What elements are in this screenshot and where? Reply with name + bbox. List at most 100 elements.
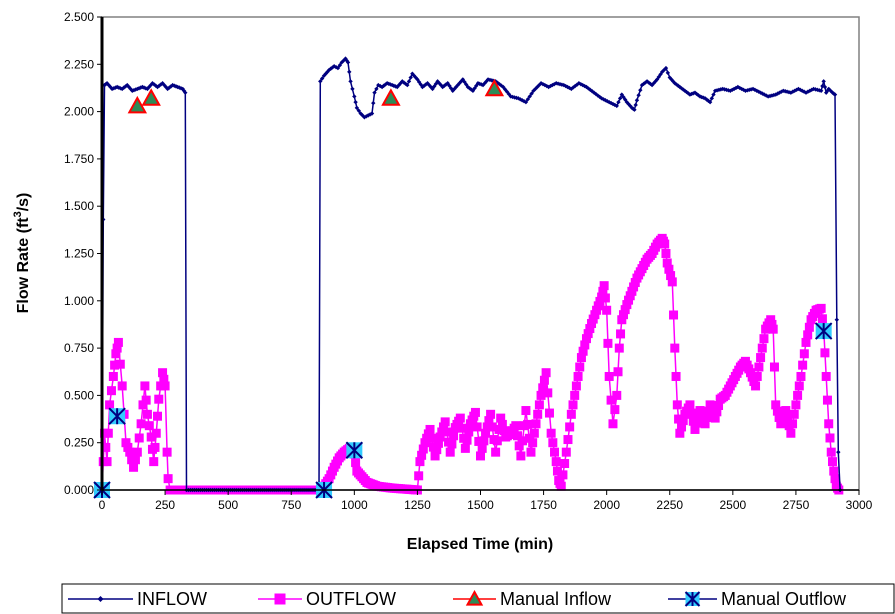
outflow-point — [801, 337, 811, 347]
outflow-point — [496, 413, 506, 423]
inflow-point — [634, 98, 640, 103]
inflow-point — [697, 94, 703, 99]
y-tick-label: 2.500 — [64, 10, 94, 24]
inflow-point — [319, 76, 325, 81]
outflow-point — [432, 445, 442, 455]
inflow-point — [836, 449, 841, 455]
inflow-point — [632, 107, 637, 112]
outflow-point — [438, 422, 448, 432]
outflow-point — [796, 371, 806, 381]
outflow-point — [675, 428, 685, 438]
inflow-point — [542, 82, 548, 88]
inflow-point — [694, 91, 699, 97]
inflow-point — [722, 87, 727, 92]
inflow-point — [501, 84, 506, 90]
inflow-point — [638, 87, 643, 93]
inflow-point — [775, 91, 780, 96]
inflow-point — [335, 65, 341, 71]
inflow-point — [156, 83, 162, 88]
inflow-point — [362, 115, 367, 120]
outflow-point — [565, 422, 575, 432]
inflow-point — [686, 91, 691, 96]
outflow-point — [142, 409, 152, 419]
outflow-point — [105, 400, 115, 410]
outflow-point — [476, 451, 485, 461]
inflow-point — [347, 69, 352, 75]
inflow-point — [367, 112, 373, 117]
outflow-point — [516, 451, 526, 461]
manual-inflow-point — [381, 88, 401, 106]
inflow-point — [612, 102, 618, 108]
outflow-point — [804, 322, 814, 332]
inflow-point — [160, 81, 165, 86]
outflow-point — [433, 438, 443, 448]
outflow-point — [662, 258, 672, 268]
inflow-point — [589, 89, 595, 94]
outflow-point — [159, 374, 169, 384]
inflow-point — [826, 86, 831, 92]
outflow-point — [445, 447, 455, 457]
inflow-point — [416, 79, 422, 85]
y-tick-label: 0.500 — [64, 388, 94, 402]
inflow-point — [576, 81, 582, 86]
y-tick-label: 0.250 — [64, 436, 94, 450]
outflow-point — [672, 400, 682, 410]
inflow-point — [119, 86, 125, 92]
inflow-point — [565, 84, 570, 90]
y-tick-label: 0.750 — [64, 341, 94, 355]
inflow-point — [369, 111, 375, 116]
y-axis-title-sup: 3 — [12, 211, 24, 217]
x-axis-title: Elapsed Time (min) — [407, 536, 553, 553]
outflow-point — [108, 371, 118, 381]
outflow-point — [541, 368, 551, 378]
legend-item-manual-outflow: Manual Outflow — [668, 589, 847, 609]
inflow-point — [651, 81, 656, 86]
inflow-point — [337, 63, 343, 68]
outflow-point — [798, 360, 808, 370]
inflow-point — [442, 83, 447, 88]
inflow-point — [760, 91, 765, 96]
outflow-point — [447, 439, 457, 449]
inflow-point — [533, 86, 538, 92]
outflow-point — [671, 371, 681, 381]
outflow-point — [544, 408, 554, 418]
outflow-point — [529, 428, 539, 438]
outflow-point — [418, 444, 428, 454]
outflow-point — [551, 457, 561, 467]
inflow-point — [764, 93, 769, 98]
y-tick-label: 1.750 — [64, 152, 94, 166]
inflow-point — [345, 60, 351, 65]
x-tick-label: 3000 — [846, 498, 873, 512]
inflow-point — [135, 86, 140, 92]
outflow-point — [482, 422, 492, 432]
inflow-point — [646, 80, 651, 85]
outflow-point — [491, 447, 501, 457]
outflow-point — [612, 390, 622, 400]
inflow-point — [665, 70, 671, 76]
outflow-point — [455, 413, 465, 423]
inflow-point — [348, 79, 353, 84]
inflow-point — [706, 98, 711, 104]
outflow-point — [757, 343, 767, 353]
inflow-point — [582, 83, 587, 89]
inflow-point — [828, 88, 833, 93]
outflow-point — [103, 428, 113, 438]
inflow-point — [474, 83, 479, 88]
inflow-point — [544, 83, 549, 89]
inflow-point — [663, 65, 669, 71]
inflow-point — [569, 86, 574, 92]
outflow-point — [660, 239, 670, 249]
inflow-point — [523, 99, 529, 105]
inflow-point — [358, 111, 363, 116]
outflow-point — [824, 419, 834, 429]
inflow-point — [364, 114, 369, 119]
inflow-point — [754, 88, 760, 93]
outflow-point — [580, 340, 590, 350]
legend-label: Manual Outflow — [721, 589, 847, 609]
inflow-point — [354, 105, 360, 111]
inflow-point — [687, 92, 693, 97]
legend-label: Manual Inflow — [500, 589, 612, 609]
outflow-point — [113, 337, 123, 347]
outflow-point — [583, 329, 593, 339]
inflow-point — [677, 84, 683, 90]
